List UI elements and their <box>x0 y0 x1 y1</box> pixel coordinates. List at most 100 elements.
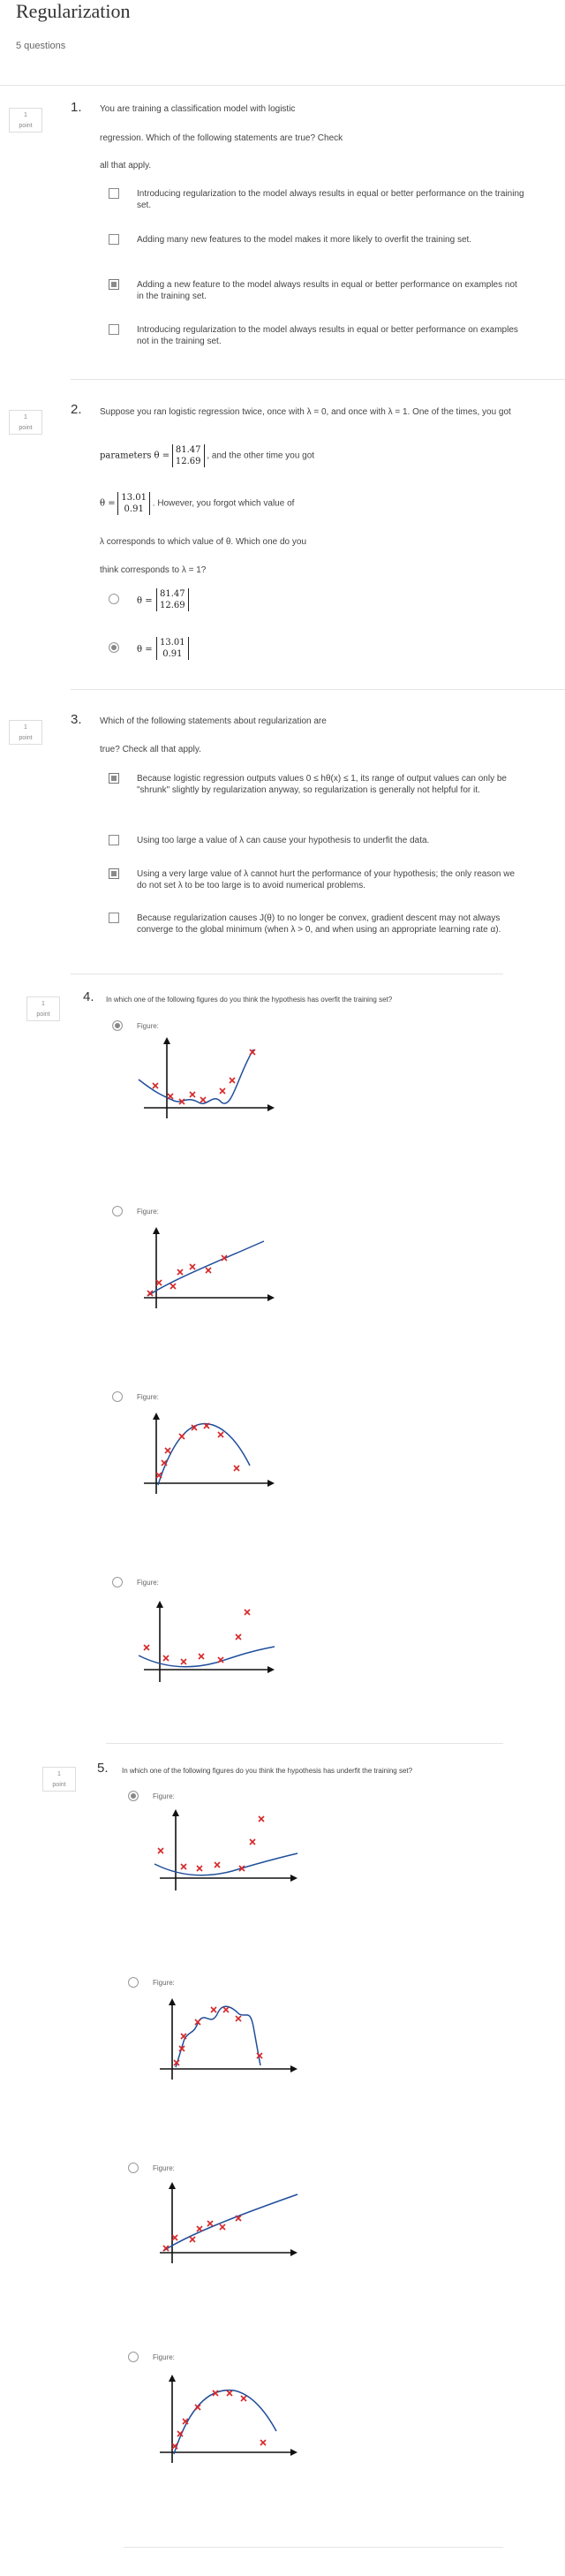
theta-label: parameters θ = <box>100 451 170 461</box>
data-point <box>167 1093 174 1100</box>
hypothesis-curve <box>138 1049 254 1104</box>
data-point <box>194 2019 201 2026</box>
checkbox[interactable] <box>109 188 119 199</box>
checkbox[interactable] <box>109 868 119 879</box>
figure-label: Figure: <box>153 2353 175 2361</box>
question-text: , and the other time you got <box>207 451 315 461</box>
divider <box>0 85 565 86</box>
data-point <box>240 2395 247 2402</box>
data-point <box>260 2439 267 2446</box>
matrix-value: 0.91 <box>124 504 144 514</box>
question-number: 3. <box>71 712 82 727</box>
data-point <box>235 2215 242 2222</box>
data-markers <box>173 2006 263 2066</box>
checkbox[interactable] <box>109 279 119 290</box>
divider <box>71 379 565 380</box>
question-text: θ = 13.01 0.91 . However, you forgot whi… <box>100 492 294 515</box>
theta-matrix: 81.47 12.69 <box>171 444 205 467</box>
option-text: Adding many new features to the model ma… <box>137 235 472 245</box>
figure-label: Figure: <box>153 2164 175 2172</box>
data-point <box>258 1815 265 1822</box>
radio-button[interactable] <box>112 1577 123 1587</box>
data-point <box>161 1459 168 1466</box>
hypothesis-curve <box>162 2193 298 2252</box>
figure-quadratic-fit <box>160 2375 298 2463</box>
option-text: θ = 13.01 0.91 <box>137 637 189 660</box>
data-markers <box>155 1422 240 1479</box>
option-text: θ = 81.47 12.69 <box>137 588 189 611</box>
option-text: Using too large a value of λ can cause y… <box>137 836 430 845</box>
question-text: You are training a classification model … <box>100 104 296 114</box>
points-badge: 1 point <box>9 108 42 133</box>
data-point <box>147 1290 154 1297</box>
radio-button[interactable] <box>128 2352 139 2362</box>
y-axis-arrow <box>153 1413 160 1420</box>
question-text: Which of the following statements about … <box>100 716 327 726</box>
points-badge: 1 point <box>9 720 42 745</box>
data-point <box>233 1465 240 1472</box>
data-point <box>219 1087 226 1095</box>
option-text: Adding a new feature to the model always… <box>137 280 517 301</box>
figure-label: Figure: <box>137 1393 159 1401</box>
points-value: 1 <box>24 112 27 118</box>
data-point <box>180 1863 187 1870</box>
data-point <box>171 2234 178 2241</box>
checkbox[interactable] <box>109 773 119 784</box>
points-value: 1 <box>24 724 27 731</box>
data-point <box>191 1424 198 1431</box>
question-text: all that apply. <box>100 161 152 170</box>
data-point <box>210 2006 217 2013</box>
x-axis-arrow <box>290 1875 298 1882</box>
matrix-value: 13.01 <box>121 493 147 503</box>
x-axis-arrow <box>267 1104 275 1111</box>
question-text: parameters θ = 81.47 12.69 , and the oth… <box>100 444 314 467</box>
figure-underfit <box>154 1809 298 1890</box>
y-axis-arrow <box>169 2375 176 2382</box>
question-number: 5. <box>97 1761 109 1776</box>
data-point <box>256 2052 263 2059</box>
figure-overfit <box>138 1037 275 1118</box>
points-unit: point <box>36 1011 50 1018</box>
radio-button[interactable] <box>112 1020 123 1031</box>
divider <box>71 689 565 690</box>
divider <box>106 1743 503 1744</box>
data-point <box>221 1254 228 1261</box>
checkbox[interactable] <box>109 913 119 923</box>
data-point <box>155 1472 162 1479</box>
y-axis-arrow <box>153 1227 160 1234</box>
data-point <box>217 1431 224 1438</box>
radio-button[interactable] <box>128 1977 139 1988</box>
radio-button[interactable] <box>128 1791 139 1801</box>
radio-button[interactable] <box>109 642 119 653</box>
data-point <box>162 1655 170 1662</box>
radio-button[interactable] <box>112 1391 123 1402</box>
data-point <box>235 2015 242 2022</box>
data-point <box>171 2443 178 2450</box>
points-badge: 1 point <box>42 1767 76 1792</box>
data-point <box>155 1279 162 1286</box>
data-point <box>217 1656 224 1663</box>
radio-button[interactable] <box>112 1206 123 1216</box>
figure-label: Figure: <box>153 1979 175 1987</box>
radio-button[interactable] <box>109 594 119 604</box>
data-markers <box>171 2390 267 2450</box>
data-point <box>203 1422 210 1429</box>
checkbox[interactable] <box>109 835 119 845</box>
checkbox[interactable] <box>109 234 119 245</box>
data-point <box>152 1082 159 1089</box>
theta-matrix: 81.47 12.69 <box>156 588 189 611</box>
y-axis-arrow <box>172 1809 179 1816</box>
checkbox[interactable] <box>109 324 119 335</box>
y-axis-arrow <box>163 1037 170 1044</box>
theta-label: θ = <box>137 645 153 655</box>
points-badge: 1 point <box>9 410 42 435</box>
data-point <box>212 2390 219 2397</box>
y-axis-arrow <box>156 1601 163 1608</box>
points-unit: point <box>19 735 33 741</box>
figure-label: Figure: <box>137 1579 159 1587</box>
figure-label: Figure: <box>153 1792 175 1800</box>
data-point <box>235 1633 242 1640</box>
radio-button[interactable] <box>128 2163 139 2173</box>
question-text: think corresponds to λ = 1? <box>100 565 207 575</box>
data-point <box>189 1091 196 1098</box>
